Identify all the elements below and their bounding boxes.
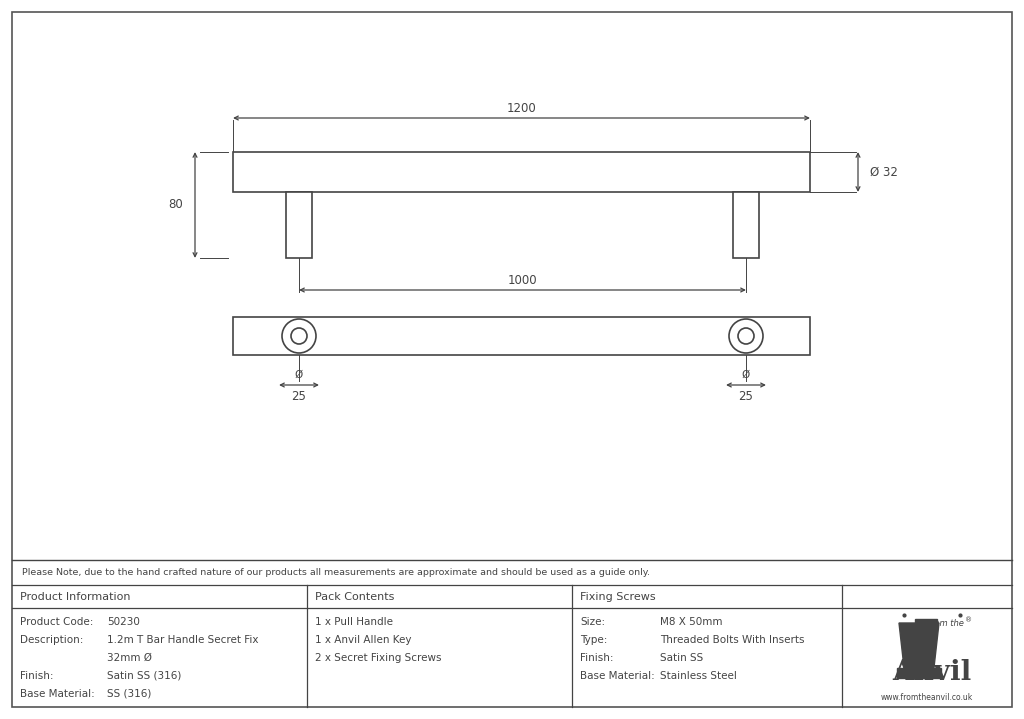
Text: Ø: Ø xyxy=(741,370,751,380)
Text: Product Code:: Product Code: xyxy=(20,617,93,627)
Text: 2 x Secret Fixing Screws: 2 x Secret Fixing Screws xyxy=(315,653,441,663)
Text: www.fromtheanvil.co.uk: www.fromtheanvil.co.uk xyxy=(881,692,973,702)
Text: Satin SS (316): Satin SS (316) xyxy=(106,671,181,681)
Text: Size:: Size: xyxy=(580,617,605,627)
Bar xyxy=(733,192,759,258)
Bar xyxy=(286,192,312,258)
Text: Fixing Screws: Fixing Screws xyxy=(580,592,655,602)
Text: M8 X 50mm: M8 X 50mm xyxy=(660,617,723,627)
Text: Pack Contents: Pack Contents xyxy=(315,592,394,602)
Text: 1 x Pull Handle: 1 x Pull Handle xyxy=(315,617,393,627)
Text: Satin SS: Satin SS xyxy=(660,653,703,663)
Text: Anvil: Anvil xyxy=(892,659,972,686)
Text: From the: From the xyxy=(926,618,964,628)
Polygon shape xyxy=(915,619,937,623)
Text: Finish:: Finish: xyxy=(20,671,53,681)
Bar xyxy=(233,317,810,355)
Text: 1 x Anvil Allen Key: 1 x Anvil Allen Key xyxy=(315,635,412,645)
Text: Please Note, due to the hand crafted nature of our products all measurements are: Please Note, due to the hand crafted nat… xyxy=(22,568,650,577)
Text: 1000: 1000 xyxy=(508,275,538,288)
Circle shape xyxy=(291,328,307,344)
Circle shape xyxy=(738,328,754,344)
Text: 50230: 50230 xyxy=(106,617,140,627)
Text: Base Material:: Base Material: xyxy=(20,689,95,699)
Circle shape xyxy=(729,319,763,353)
Text: Base Material:: Base Material: xyxy=(580,671,654,681)
Text: Ø 32: Ø 32 xyxy=(870,165,898,178)
Text: ®: ® xyxy=(966,617,973,623)
Text: 1.2m T Bar Handle Secret Fix: 1.2m T Bar Handle Secret Fix xyxy=(106,635,258,645)
Polygon shape xyxy=(897,667,941,677)
Text: Product Information: Product Information xyxy=(20,592,130,602)
Circle shape xyxy=(282,319,316,353)
Text: 32mm Ø: 32mm Ø xyxy=(106,653,152,663)
Text: 25: 25 xyxy=(292,390,306,403)
Text: 25: 25 xyxy=(738,390,754,403)
Bar xyxy=(233,152,810,192)
Text: 80: 80 xyxy=(168,198,183,211)
Polygon shape xyxy=(899,623,939,667)
Text: Threaded Bolts With Inserts: Threaded Bolts With Inserts xyxy=(660,635,805,645)
Text: Type:: Type: xyxy=(580,635,607,645)
Text: 1200: 1200 xyxy=(507,103,537,116)
Text: Stainless Steel: Stainless Steel xyxy=(660,671,737,681)
Text: Finish:: Finish: xyxy=(580,653,613,663)
Text: SS (316): SS (316) xyxy=(106,689,152,699)
Text: Description:: Description: xyxy=(20,635,83,645)
Text: Ø: Ø xyxy=(295,370,303,380)
